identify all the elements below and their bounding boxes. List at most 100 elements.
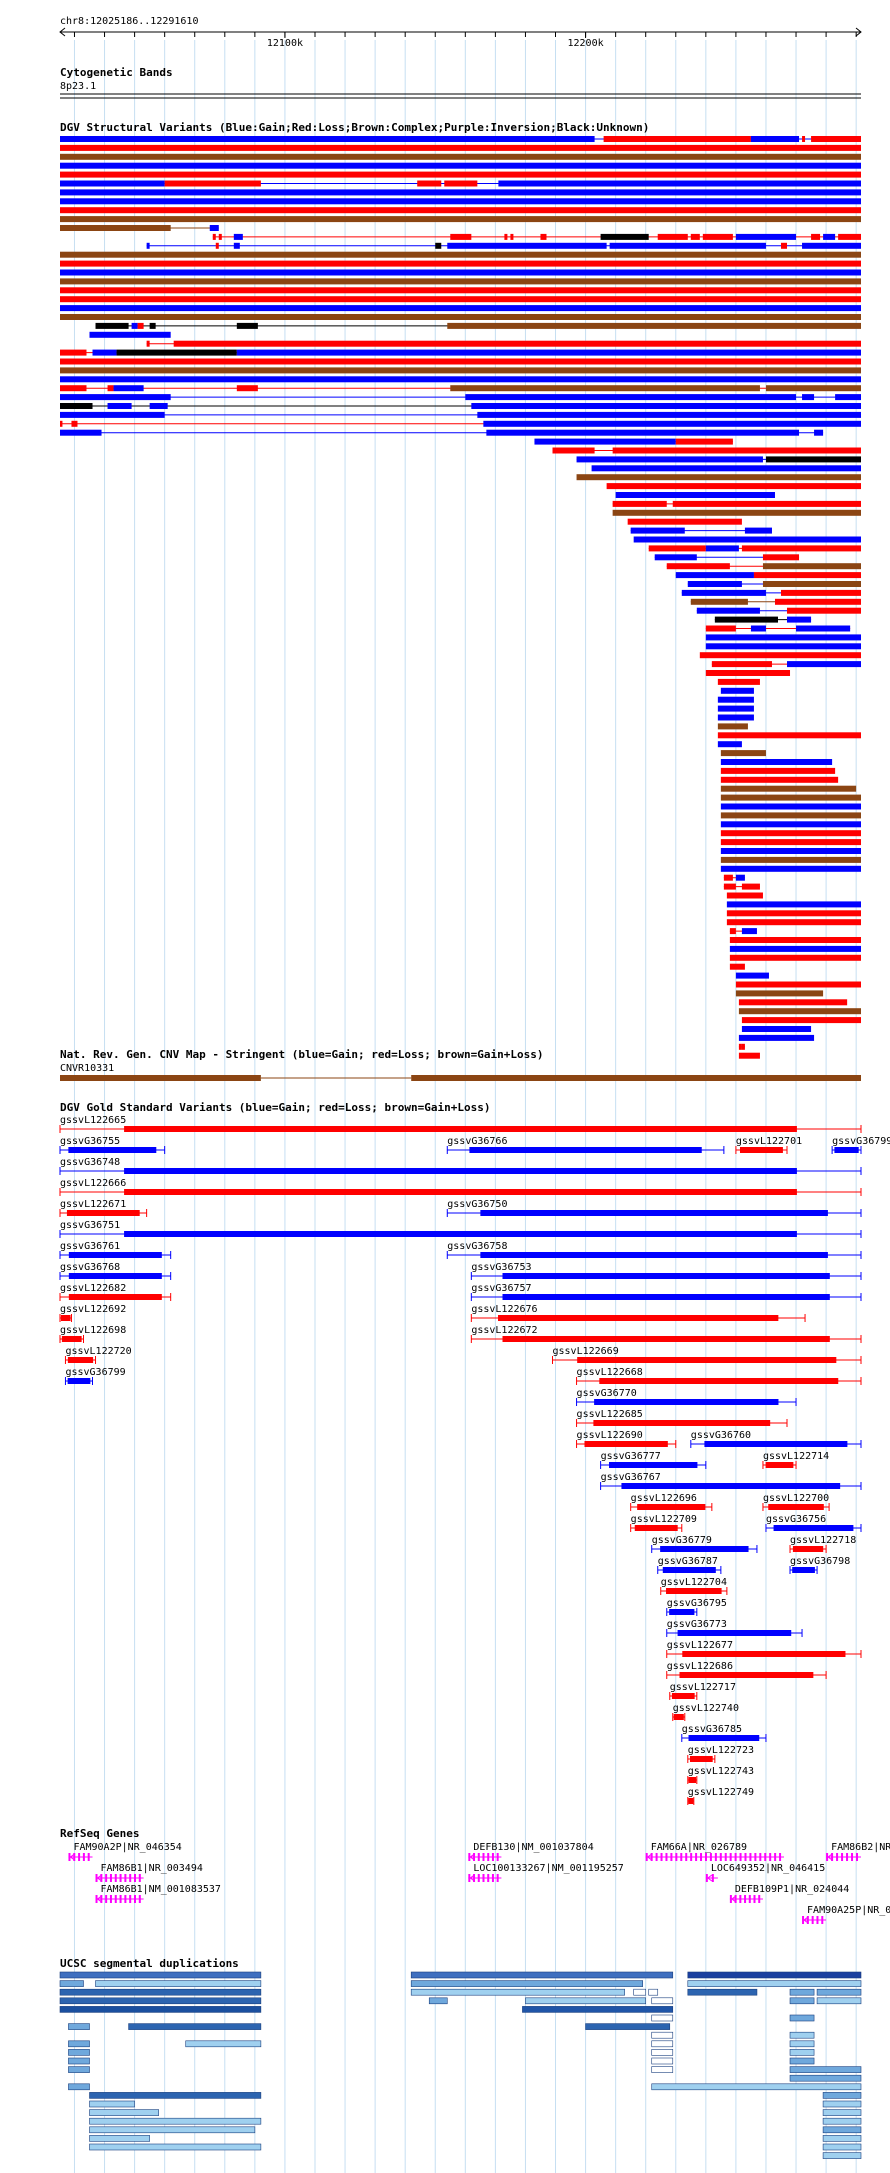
dgv-variant: [233, 242, 240, 249]
dgv-variant: [726, 919, 861, 926]
segdup-feature: [410, 1988, 625, 1996]
gold-variant-label: gssvG36748: [60, 1157, 120, 1168]
refseq-gene-exon: [753, 1895, 756, 1903]
dgv-variant: [435, 242, 442, 249]
refseq-gene-exon: [473, 1874, 476, 1882]
refseq-gene-exon: [78, 1853, 81, 1861]
refseq-gene-exon: [695, 1853, 698, 1861]
refseq-gene-exon: [496, 1874, 499, 1882]
dgv-variant: [705, 643, 861, 650]
dgv-variant: [823, 233, 836, 240]
refseq-gene-exon: [482, 1853, 485, 1861]
gold-variant-bar: [669, 1609, 695, 1615]
dgv-variant: [60, 358, 861, 365]
dgv-variant: [690, 598, 748, 605]
gold-variant-label: gssvL122720: [65, 1346, 131, 1357]
refseq-gene-exon: [816, 1916, 819, 1924]
dgv-variant: [450, 385, 760, 392]
segdup-feature: [822, 2135, 862, 2142]
gold-variant-label: gssvG36751: [60, 1220, 120, 1231]
gold-variant-bar: [66, 1210, 140, 1216]
gold-track[interactable]: gssvL122665 gssvG36755 gssvG36766 gssvL1227…: [59, 1115, 890, 1805]
dgv-variant: [60, 180, 165, 187]
dgv-variant: [60, 411, 165, 418]
gold-variant-bar: [662, 1567, 716, 1573]
region-label: chr8:12025186..12291610: [60, 16, 198, 27]
segdup-feature: [789, 2040, 815, 2048]
dgv-variant: [654, 554, 697, 561]
gold-variant-label: gssvG36766: [447, 1136, 507, 1147]
dgv-variant: [720, 865, 861, 872]
cnv-map-track[interactable]: [60, 1075, 861, 1081]
dgv-variant: [720, 812, 861, 819]
gold-variant-label: gssvL122692: [60, 1304, 126, 1315]
refseq-gene-exon: [779, 1853, 782, 1861]
gold-variant-bar: [61, 1336, 82, 1342]
segdup-feature: [59, 2006, 262, 2013]
refseq-gene-exon: [729, 1895, 732, 1903]
gold-variant-bar: [768, 1504, 824, 1510]
refseq-gene-exon: [119, 1874, 122, 1882]
dgv-variant: [780, 242, 788, 249]
segdup-feature: [89, 2092, 262, 2099]
dgv-variant: [705, 625, 736, 632]
dgv-variant: [600, 233, 649, 240]
refseq-gene-exon: [491, 1874, 494, 1882]
dgv-variant: [705, 545, 739, 552]
segdup-feature: [789, 2074, 862, 2082]
dgv-variant: [60, 171, 861, 178]
refseq-gene-exon: [496, 1853, 499, 1861]
gold-variant-bar: [637, 1504, 706, 1510]
refseq-gene-exon: [468, 1874, 471, 1882]
dgv-variant: [738, 1008, 861, 1015]
gold-variant-bar: [67, 1378, 91, 1384]
dgv-variant: [60, 367, 861, 374]
segdup-feature: [651, 2066, 674, 2073]
dgv-variant: [60, 225, 171, 231]
dgv-variant: [802, 394, 815, 401]
gold-variant-label: gssvL122714: [763, 1451, 829, 1462]
ruler-left-arrow: [59, 27, 66, 37]
dgv-variant: [510, 233, 514, 240]
dgv-variant: [802, 136, 806, 142]
dgv-variant: [60, 198, 861, 205]
refseq-gene-exon: [129, 1895, 132, 1903]
refseq-gene-exon: [759, 1853, 762, 1861]
segdup-feature: [89, 2135, 150, 2142]
gold-variant-label: gssvL122743: [688, 1766, 754, 1777]
refseq-gene-exon: [68, 1853, 71, 1861]
refseq-gene-exon: [734, 1853, 737, 1861]
dgv-variant: [609, 242, 766, 249]
gold-variant-label: gssvG36767: [601, 1472, 661, 1483]
dgv-variant: [504, 233, 508, 240]
refseq-gene-exon: [660, 1853, 663, 1861]
gold-variant-label: gssvG36758: [447, 1241, 507, 1252]
dgv-variant: [738, 1052, 760, 1059]
dgv-variant: [726, 901, 861, 908]
dgv-variant: [648, 545, 706, 552]
segdup-track[interactable]: [59, 1971, 862, 2159]
gold-variant-bar: [480, 1252, 828, 1258]
refseq-gene-exon: [73, 1853, 76, 1861]
gold-variant-bar: [666, 1588, 722, 1594]
dgv-variant: [417, 180, 442, 187]
dgv-variant: [60, 296, 861, 303]
refseq-gene-exon: [748, 1895, 751, 1903]
gold-variant-label: gssvL122740: [673, 1703, 739, 1714]
dgv-track[interactable]: [60, 136, 861, 1059]
gold-variant-bar: [688, 1798, 694, 1804]
gold-variant-label: gssvL122701: [736, 1136, 802, 1147]
refseq-gene-label: LOC100133267|NM_001195257: [473, 1863, 624, 1874]
dgv-variant: [705, 634, 861, 641]
segdup-feature: [789, 2066, 862, 2073]
dgv-variant: [717, 705, 754, 712]
dgv-variant: [666, 563, 730, 570]
dgv-variant: [699, 652, 861, 659]
gold-variant-label: gssvG36770: [577, 1388, 637, 1399]
dgv-variant: [717, 714, 754, 721]
dgv-variant: [107, 403, 132, 409]
gold-variant-bar: [124, 1168, 797, 1174]
segdup-feature: [428, 1997, 448, 2005]
dgv-variant: [131, 322, 138, 329]
refseq-track[interactable]: FAM90A2P|NR_046354 FAM86B1|NR_003494 FAM86…: [68, 1842, 890, 1924]
